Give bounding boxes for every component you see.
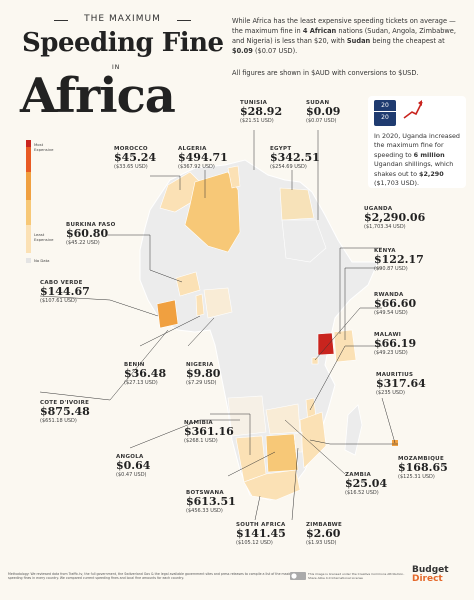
calendar-icon: 20 20 <box>374 100 396 126</box>
country-cote <box>156 299 179 329</box>
uganda-callout: 20 20 In 2020, Uganda increased the maxi… <box>368 96 466 189</box>
label-southafrica: SOUTH AFRICA $141.45 ($105.12 USD) <box>236 522 286 546</box>
country-nigeria <box>203 287 233 319</box>
country-botswana <box>265 433 299 473</box>
intro-note: All figures are shown in $AUD with conve… <box>232 69 419 77</box>
label-algeria: ALGERIA $494.71 ($367.92 USD) <box>178 146 228 170</box>
trend-arrow-icon <box>403 100 423 119</box>
label-namibia: NAMIBIA $361.16 ($268.1 USD) <box>184 420 234 444</box>
country-mozambique <box>299 411 327 469</box>
country-uganda <box>317 332 335 356</box>
label-cote: COTE D'IVOIRE $875.48 ($651.18 USD) <box>40 400 90 424</box>
madagascar <box>344 404 363 456</box>
brand-logo: Budget Direct <box>412 565 449 584</box>
country-southafrica <box>243 469 301 501</box>
country-benin <box>195 293 205 317</box>
label-kenya: KENYA $122.17 ($90.87 USD) <box>374 248 424 272</box>
country-egypt <box>279 187 315 221</box>
country-sudan <box>281 219 327 263</box>
title-kicker: THE MAXIMUM <box>54 14 191 24</box>
label-mozambique: MOZAMBIQUE $168.65 ($125.31 USD) <box>398 456 448 480</box>
methodology-note: Methodology: We reviewed data from Traff… <box>8 572 298 581</box>
label-nigeria: NIGERIA $9.80 ($7.29 USD) <box>186 362 221 386</box>
label-benin: BENIN $36.48 ($27.13 USD) <box>124 362 167 386</box>
title-line2: Africa <box>20 68 176 124</box>
label-tunisia: TUNISIA $28.92 ($21.51 USD) <box>240 100 283 124</box>
country-tunisia <box>227 165 241 189</box>
country-zambia <box>265 403 301 435</box>
label-malawi: MALAWI $66.19 ($49.23 USD) <box>374 332 417 356</box>
legend-least: Least Expensive <box>34 232 54 242</box>
label-botswana: BOTSWANA $613.51 ($456.33 USD) <box>186 490 236 514</box>
legend-nodata: No Data <box>34 258 50 263</box>
label-zimbabwe: ZIMBABWE $2.60 ($1.93 USD) <box>306 522 343 546</box>
title-in: IN <box>112 64 121 71</box>
label-rwanda: RWANDA $66.60 ($49.54 USD) <box>374 292 417 316</box>
cc-license-icon <box>290 572 306 580</box>
label-burkina: BURKINA FASO $60.80 ($45.22 USD) <box>66 222 116 246</box>
label-morocco: MOROCCO $45.24 ($33.65 USD) <box>114 146 157 170</box>
license-text: This image is licensed under the Creativ… <box>308 572 405 580</box>
legend-most: Most Expensive <box>34 142 54 152</box>
label-caboverde: CABO VERDE $144.67 ($107.61 USD) <box>40 280 90 304</box>
label-uganda: UGANDA $2,290.06 ($1,703.34 USD) <box>364 206 426 230</box>
label-egypt: EGYPT $342.51 ($254.69 USD) <box>270 146 320 170</box>
label-sudan: SUDAN $0.09 ($0.07 USD) <box>306 100 341 124</box>
title-line1: Speeding Fine <box>22 28 224 58</box>
country-angola <box>227 395 267 437</box>
label-angola: ANGOLA $0.64 ($0.47 USD) <box>116 454 151 478</box>
country-rwanda <box>311 356 319 365</box>
callout-text: In 2020, Uganda increased the maximum fi… <box>374 132 460 188</box>
country-burkina <box>175 271 201 297</box>
label-zambia: ZAMBIA $25.04 ($16.52 USD) <box>345 472 388 496</box>
label-mauritius: MAURITIUS $317.64 ($235 USD) <box>376 372 426 396</box>
intro-text: While Africa has the least expensive spe… <box>232 17 456 55</box>
